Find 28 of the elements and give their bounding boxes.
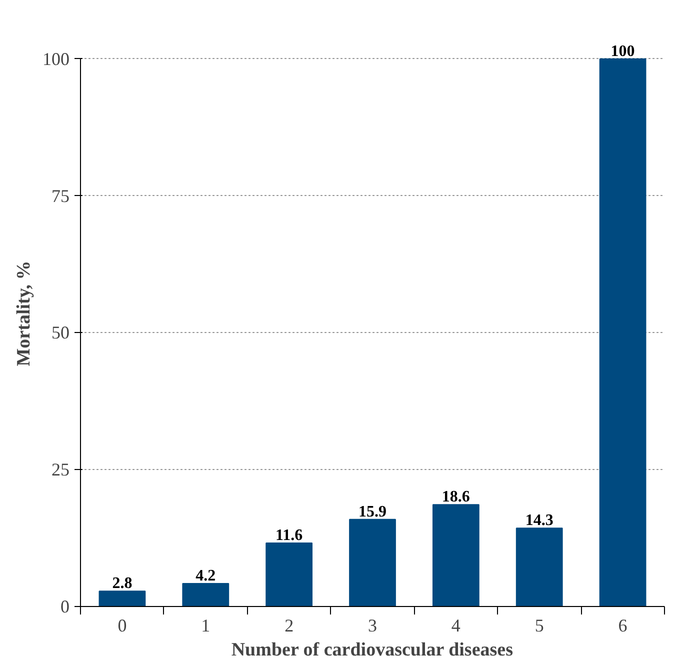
bar <box>516 528 563 606</box>
x-tick-label: 5 <box>534 616 544 636</box>
y-axis-title: Mortality, % <box>14 260 34 366</box>
bar <box>266 542 313 606</box>
x-tick-label: 2 <box>284 616 294 636</box>
bar <box>432 504 480 606</box>
x-tick-label: 6 <box>618 616 628 636</box>
x-tick-label: 1 <box>201 616 210 636</box>
data-label: 15.9 <box>358 503 386 520</box>
x-axis-title: Number of cardiovascular diseases <box>231 640 513 660</box>
y-tick-label: 0 <box>60 596 70 616</box>
data-label: 4.2 <box>196 568 216 584</box>
x-tick-label: 4 <box>451 616 460 636</box>
y-tick-label: 100 <box>42 48 70 69</box>
y-tick-label: 75 <box>52 186 70 206</box>
y-tick-label: 25 <box>52 460 70 480</box>
data-label: 2.8 <box>112 575 132 592</box>
bar <box>182 583 230 606</box>
bar <box>349 518 396 606</box>
data-label: 18.6 <box>442 488 470 506</box>
x-tick-label: 0 <box>118 616 127 636</box>
x-tick-label: 3 <box>368 616 377 636</box>
bar <box>599 58 646 606</box>
data-label: 14.3 <box>525 512 554 530</box>
data-label: 100 <box>610 42 635 60</box>
data-label: 11.6 <box>276 526 303 544</box>
y-tick-label: 50 <box>52 322 70 343</box>
bar <box>98 590 146 606</box>
